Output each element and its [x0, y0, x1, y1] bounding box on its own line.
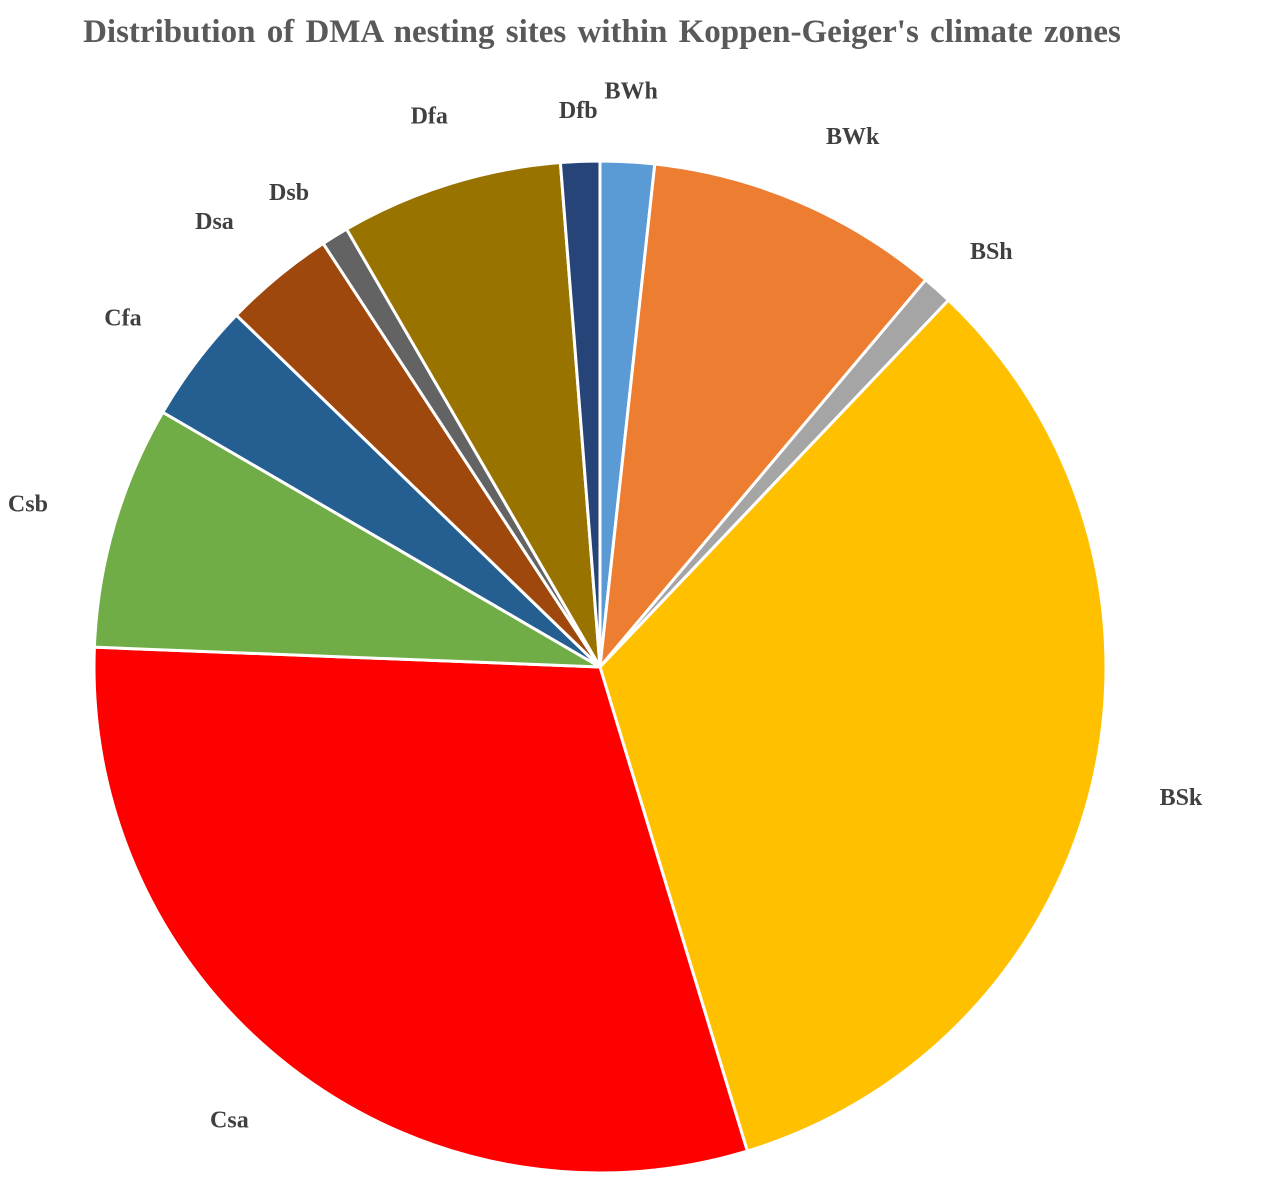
pie-slice-csa	[92, 645, 749, 1175]
pie-slice-dfa	[345, 161, 602, 669]
pie-label-dsa: Dsa	[195, 209, 234, 235]
pie-slices	[92, 159, 1108, 1175]
pie-label-dfa: Dfa	[411, 103, 448, 129]
pie-label-csb: Csb	[8, 492, 48, 518]
pie-slice-bwk	[598, 162, 928, 669]
pie-label-bwh: BWh	[605, 78, 658, 104]
pie-labels: BWh BWk BSh BSk Csa Csb Cfa Dsa Dsb Dfa Dfb	[8, 78, 1203, 1133]
pie-slice-bsk	[598, 298, 1108, 1153]
pie-label-bsk: BSk	[1160, 785, 1203, 811]
pie-label-dsb: Dsb	[269, 180, 309, 206]
pie-label-cfa: Cfa	[104, 305, 141, 331]
pie-label-csa: Csa	[210, 1108, 249, 1134]
pie-label-bwk: BWk	[826, 124, 880, 150]
pie-slice-csb	[92, 410, 602, 669]
pie-label-dfb: Dfb	[559, 98, 598, 124]
pie-label-bsh: BSh	[970, 239, 1013, 265]
pie-slice-dfb	[558, 159, 602, 669]
chart-title: Distribution of DMA nesting sites within…	[83, 14, 1121, 50]
